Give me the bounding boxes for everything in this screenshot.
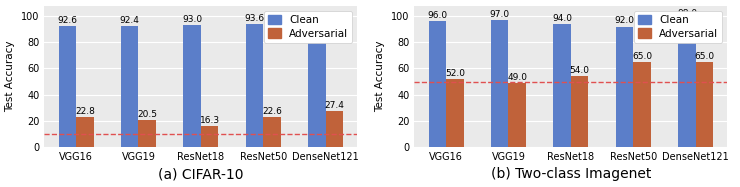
- X-axis label: (b) Two-class Imagenet: (b) Two-class Imagenet: [491, 167, 651, 181]
- Y-axis label: Test Accuracy: Test Accuracy: [376, 41, 386, 112]
- Text: 94.0: 94.0: [552, 14, 572, 23]
- Bar: [554, 24, 571, 147]
- X-axis label: (a) CIFAR-10: (a) CIFAR-10: [158, 167, 243, 181]
- Text: 22.6: 22.6: [262, 107, 282, 116]
- Text: 92.6: 92.6: [57, 16, 77, 25]
- Text: 92.0: 92.0: [615, 16, 635, 25]
- Bar: [263, 117, 280, 147]
- Bar: [491, 20, 508, 147]
- Text: 98.0: 98.0: [677, 9, 697, 18]
- Bar: [679, 19, 696, 147]
- Text: 52.0: 52.0: [445, 69, 465, 78]
- Bar: [326, 111, 343, 147]
- Legend: Clean, Adversarial: Clean, Adversarial: [264, 11, 352, 43]
- Text: 65.0: 65.0: [632, 52, 652, 61]
- Bar: [633, 62, 650, 147]
- Text: 92.4: 92.4: [120, 16, 140, 25]
- Text: 93.6: 93.6: [244, 14, 265, 23]
- Bar: [571, 76, 588, 147]
- Text: 16.3: 16.3: [200, 116, 220, 125]
- Bar: [58, 26, 76, 147]
- Bar: [446, 79, 463, 147]
- Y-axis label: Test Accuracy: Test Accuracy: [6, 41, 16, 112]
- Bar: [121, 26, 138, 147]
- Bar: [138, 120, 156, 147]
- Legend: Clean, Adversarial: Clean, Adversarial: [634, 11, 722, 43]
- Text: 95.0: 95.0: [307, 13, 327, 22]
- Text: 97.0: 97.0: [490, 10, 510, 19]
- Bar: [616, 27, 633, 147]
- Bar: [184, 25, 201, 147]
- Text: 93.0: 93.0: [182, 15, 202, 24]
- Bar: [696, 62, 713, 147]
- Text: 54.0: 54.0: [570, 66, 590, 75]
- Text: 96.0: 96.0: [427, 11, 448, 20]
- Bar: [508, 83, 526, 147]
- Bar: [76, 117, 93, 147]
- Text: 49.0: 49.0: [507, 73, 527, 82]
- Text: 27.4: 27.4: [325, 101, 344, 110]
- Bar: [309, 23, 326, 147]
- Text: 65.0: 65.0: [694, 52, 715, 61]
- Text: 22.8: 22.8: [75, 107, 95, 116]
- Text: 20.5: 20.5: [137, 110, 157, 119]
- Bar: [246, 24, 263, 147]
- Bar: [428, 21, 446, 147]
- Bar: [201, 126, 218, 147]
